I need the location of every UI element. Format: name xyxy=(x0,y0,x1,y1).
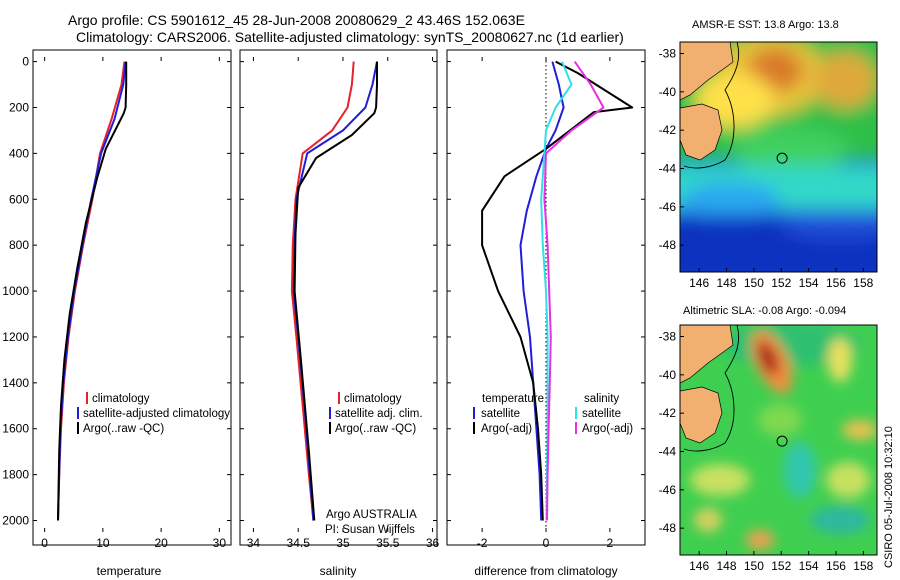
x-tick-label: -2 xyxy=(477,536,488,550)
map-x-tick-label: 156 xyxy=(826,559,846,573)
y-tick-label: 1200 xyxy=(2,330,29,344)
salinity-xlabel: salinity xyxy=(320,564,357,578)
legend-argo-raw: Argo(..raw -QC) xyxy=(335,423,416,435)
salinity-axes xyxy=(239,49,438,546)
footer-vertical: CSIRO 05-Jul-2008 10:32:10 xyxy=(883,426,895,568)
pi-label: PI: Susan Wijffels xyxy=(325,524,415,536)
legend-climatology: climatology xyxy=(92,393,150,405)
legend-temp-argo: Argo(-adj) xyxy=(481,423,532,435)
y-tick-label: 600 xyxy=(9,192,29,206)
legend-sal-argo: Argo(-adj) xyxy=(582,423,633,435)
y-tick-label: 1000 xyxy=(2,284,29,298)
x-tick-label: 34 xyxy=(247,536,261,550)
y-tick-label: 400 xyxy=(9,146,29,160)
x-tick-label: 20 xyxy=(154,536,168,550)
argo-program-label: Argo AUSTRALIA xyxy=(326,509,417,521)
sla-map-frame xyxy=(679,324,878,556)
legend-group-temperature: temperature xyxy=(482,393,544,405)
legend-group-salinity: salinity xyxy=(584,393,619,405)
header-line2: Climatology: CARS2006. Satellite-adjuste… xyxy=(76,29,624,45)
difference-plot: -2 0 2 xyxy=(447,57,645,550)
map-y-tick-label: -42 xyxy=(659,406,677,420)
y-tick-label: 1400 xyxy=(2,376,29,390)
series-line-red xyxy=(290,61,355,521)
temperature-legend: climatology satellite-adjusted climatolo… xyxy=(77,392,230,435)
sst-map-frame xyxy=(679,41,878,273)
map-x-tick-label: 148 xyxy=(716,559,736,573)
map-x-tick-label: 150 xyxy=(744,276,764,290)
legend-argo-raw: Argo(..raw -QC) xyxy=(83,423,164,435)
y-tick-label: 1800 xyxy=(2,468,29,482)
sla-tasmania xyxy=(680,386,723,444)
map-x-tick-label: 156 xyxy=(826,276,846,290)
x-tick-label: 34.5 xyxy=(287,536,311,550)
map-x-tick-label: 154 xyxy=(799,276,819,290)
map-x-tick-label: 154 xyxy=(799,559,819,573)
map-y-tick-label: -46 xyxy=(659,200,677,214)
temperature-xlabel: temperature xyxy=(97,564,162,578)
legend-sal-satellite: satellite xyxy=(582,408,621,420)
sla-axes: 146 148 150 152 154 156 158 -38 -40 -42 -44 -46 -48 xyxy=(659,330,874,574)
map-y-tick-label: -38 xyxy=(659,47,677,61)
salinity-plot: 34 34.5 35 35.5 36 xyxy=(240,57,440,550)
series-line-black xyxy=(481,60,634,521)
legend-climatology: climatology xyxy=(344,393,402,405)
difference-legend: temperature satellite Argo(-adj) salinit… xyxy=(473,393,633,435)
map-y-tick-label: -38 xyxy=(659,330,677,344)
map-y-tick-label: -42 xyxy=(659,123,677,137)
map-x-tick-label: 158 xyxy=(853,559,873,573)
map-y-tick-label: -48 xyxy=(659,238,677,252)
map-y-tick-label: -44 xyxy=(659,445,677,459)
y-tick-label: 1600 xyxy=(2,422,29,436)
map-y-tick-label: -40 xyxy=(659,85,677,99)
x-tick-label: 30 xyxy=(213,536,227,550)
map-x-tick-label: 152 xyxy=(771,559,791,573)
series-line-blue xyxy=(519,61,565,521)
map-x-tick-label: 148 xyxy=(716,276,736,290)
difference-xlabel: difference from climatology xyxy=(474,564,617,578)
legend-temp-satellite: satellite xyxy=(481,408,520,420)
salinity-legend: climatology satellite adj. clim. Argo(..… xyxy=(325,392,423,536)
argo-position-marker xyxy=(776,435,788,447)
sst-tasmania xyxy=(680,103,723,161)
map-y-tick-label: -46 xyxy=(659,483,677,497)
sst-heatmap xyxy=(680,42,877,272)
y-tick-label: 800 xyxy=(9,238,29,252)
x-tick-label: 10 xyxy=(96,536,110,550)
x-tick-label: 35.5 xyxy=(376,536,400,550)
argo-position-marker xyxy=(776,152,788,164)
series-line-black xyxy=(293,61,378,521)
temperature-axes xyxy=(32,49,232,546)
legend-satellite-adj: satellite adj. clim. xyxy=(335,408,423,420)
map-x-tick-label: 146 xyxy=(689,276,709,290)
sst-axes: 146 148 150 152 154 156 158 -38 -40 -42 -44 -46 -48 xyxy=(659,47,874,291)
legend-satellite-adjusted: satellite-adjusted climatology xyxy=(83,408,230,420)
header-line1: Argo profile: CS 5901612_45 28-Jun-2008 … xyxy=(68,12,525,28)
sla-heatmap xyxy=(680,325,877,555)
map-y-tick-label: -40 xyxy=(659,368,677,382)
map-y-tick-label: -48 xyxy=(659,521,677,535)
sst-map-title: AMSR-E SST: 13.8 Argo: 13.8 xyxy=(692,19,839,31)
sla-land xyxy=(680,325,734,384)
map-x-tick-label: 146 xyxy=(689,559,709,573)
map-x-tick-label: 150 xyxy=(744,559,764,573)
series-line-black xyxy=(57,61,128,521)
series-line-magenta xyxy=(543,61,605,521)
x-tick-label: 35 xyxy=(336,536,350,550)
y-tick-label: 200 xyxy=(9,100,29,114)
temperature-plot: 0 10 20 30 0 200 400 600 800 1000 1200 1400 1600 1800… xyxy=(2,55,231,550)
x-tick-label: 2 xyxy=(607,536,614,550)
sst-land xyxy=(680,42,734,101)
sla-map-title: Altimetric SLA: -0.08 Argo: -0.094 xyxy=(683,305,846,317)
x-tick-label: 36 xyxy=(426,536,440,550)
map-y-tick-label: -44 xyxy=(659,162,677,176)
x-tick-label: 0 xyxy=(543,536,550,550)
map-x-tick-label: 152 xyxy=(771,276,791,290)
difference-axes xyxy=(446,49,646,546)
y-tick-label: 2000 xyxy=(2,514,29,528)
x-tick-label: 0 xyxy=(41,536,48,550)
y-tick-label: 0 xyxy=(22,55,29,69)
map-x-tick-label: 158 xyxy=(853,276,873,290)
